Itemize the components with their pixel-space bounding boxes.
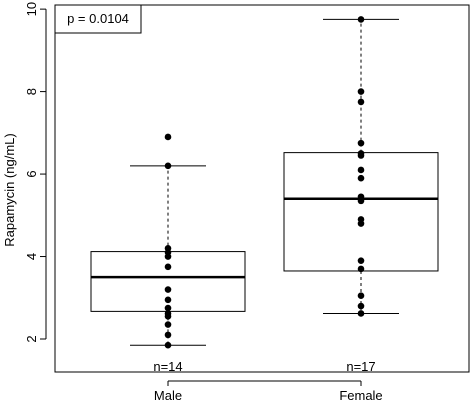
data-point xyxy=(357,302,365,310)
y-axis: 2 4 6 8 10 xyxy=(24,2,47,343)
data-point xyxy=(357,265,365,273)
data-point xyxy=(164,253,172,260)
y-axis-title: Rapamycin (ng/mL) xyxy=(2,133,17,246)
data-point xyxy=(164,310,172,317)
data-point xyxy=(357,152,365,159)
data-point xyxy=(164,162,172,170)
data-point xyxy=(164,133,172,141)
data-point xyxy=(357,88,365,95)
data-point xyxy=(357,16,365,23)
data-point xyxy=(357,174,365,182)
x-tick-label: Female xyxy=(339,388,382,401)
x-tick-label: Male xyxy=(154,388,182,401)
data-point xyxy=(357,98,365,106)
x-axis: Male Female xyxy=(154,380,383,401)
data-point xyxy=(164,286,172,293)
box-group-male: n=14 xyxy=(90,133,246,374)
data-point xyxy=(357,220,365,227)
data-point xyxy=(357,197,365,205)
data-point xyxy=(357,310,365,317)
data-point xyxy=(164,341,172,349)
annotation-box xyxy=(54,4,142,34)
boxes-layer: n=14 n=17 xyxy=(90,16,439,374)
data-point xyxy=(357,166,365,174)
sample-size-label: n=17 xyxy=(346,359,375,374)
data-point xyxy=(164,331,172,339)
data-point xyxy=(164,304,172,312)
sample-size-label: n=14 xyxy=(153,359,182,374)
data-point xyxy=(164,296,172,304)
data-point xyxy=(164,321,172,328)
data-point xyxy=(357,292,365,300)
y-tick-label: 8 xyxy=(24,88,39,95)
p-value-annotation: p = 0.0104 xyxy=(54,4,142,34)
y-tick-label: 10 xyxy=(24,2,39,16)
data-point xyxy=(164,263,172,271)
data-point xyxy=(357,139,365,147)
plot-area-frame xyxy=(54,4,470,373)
box-group-female: n=17 xyxy=(283,16,439,374)
y-tick-label: 4 xyxy=(24,253,39,260)
y-tick-label: 6 xyxy=(24,170,39,177)
annotation-text: p = 0.0104 xyxy=(67,11,129,26)
data-point xyxy=(357,257,365,264)
y-tick-label: 2 xyxy=(24,335,39,342)
